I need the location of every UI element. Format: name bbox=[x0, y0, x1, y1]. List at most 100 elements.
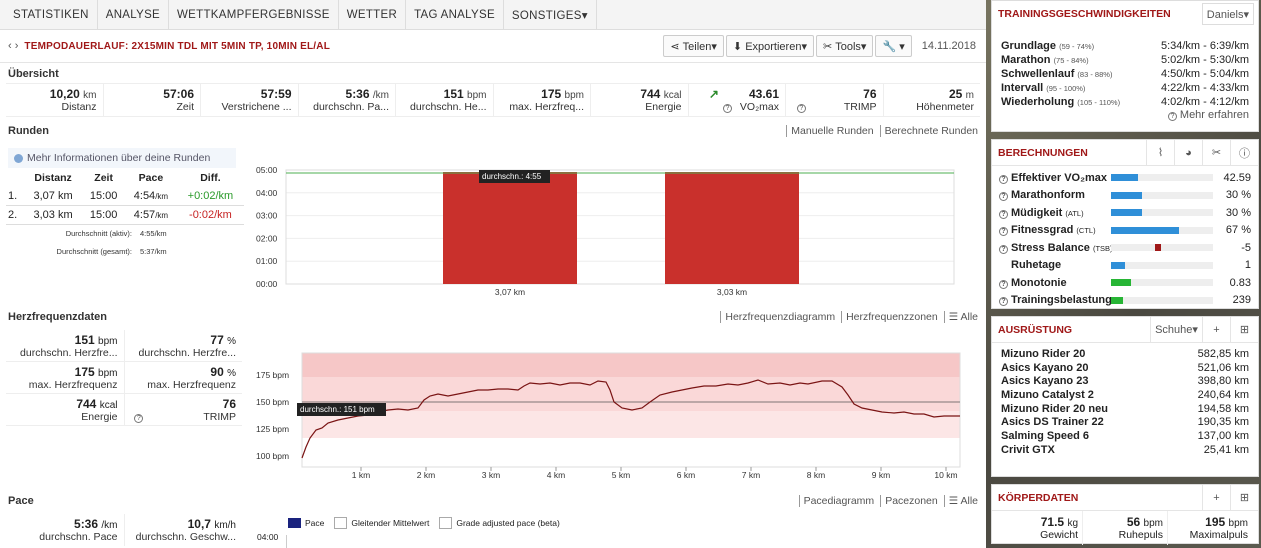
calc-bar bbox=[1111, 209, 1213, 217]
lap-bar-2[interactable] bbox=[665, 172, 799, 284]
top-navigation: STATISTIKEN ANALYSE WETTKAMPFERGEBNISSE WET… bbox=[0, 0, 986, 30]
gauge-icon[interactable]: ◕ bbox=[1174, 139, 1202, 166]
pace-diagram-link[interactable]: Pacediagramm bbox=[798, 495, 875, 507]
question-icon[interactable]: ? bbox=[999, 209, 1008, 219]
add-icon[interactable]: + bbox=[1202, 316, 1230, 343]
export-button[interactable]: ⬇ Exportieren▾ bbox=[725, 35, 814, 57]
pace-all-link[interactable]: ☰ Alle bbox=[943, 495, 978, 507]
hr-all-link[interactable]: ☰ Alle bbox=[943, 311, 978, 323]
hr-zones-link[interactable]: Herzfrequenzzonen bbox=[841, 311, 938, 323]
pace-links: Pacediagramm Pacezonen ☰ Alle bbox=[793, 495, 978, 507]
equipment-panel: AUSRÜSTUNG Schuhe▾ + ⊞ Mizuno Rider 20 58… bbox=[991, 316, 1259, 477]
equipment-item[interactable]: Mizuno Rider 20 582,85 km bbox=[1001, 348, 1249, 360]
table-row[interactable]: 1. 3,07 km 15:00 4:54/km +0:02/km bbox=[6, 187, 244, 206]
equipment-item[interactable]: Asics Kayano 20 521,06 km bbox=[1001, 361, 1249, 374]
laps-info-box[interactable]: Mehr Informationen über deine Runden bbox=[8, 148, 236, 168]
calculated-laps-link[interactable]: Berechnete Runden bbox=[879, 125, 978, 137]
hr-xtick: 1 km bbox=[352, 470, 370, 480]
hr-stat-cell: 77 % durchschn. Herzfre... bbox=[138, 333, 236, 359]
pace-zones-link[interactable]: Pacezonen bbox=[880, 495, 938, 507]
stat-cell: 5:36 /km durchschn. Pa... bbox=[299, 84, 396, 116]
stat-cell: 57:06 Zeit bbox=[104, 84, 201, 116]
calc-row[interactable]: ? Effektiver VO₂max 42.59 bbox=[992, 169, 1258, 187]
equipment-item[interactable]: Mizuno Catalyst 2 240,64 km bbox=[1001, 389, 1249, 402]
equipment-item[interactable]: Salming Speed 6 137,00 km bbox=[1001, 430, 1249, 443]
equipment-item[interactable]: Crivit GTX 25,41 km bbox=[1001, 443, 1249, 456]
lap-ytick: 01:00 bbox=[256, 256, 278, 266]
hr-ytick: 175 bpm bbox=[256, 370, 289, 380]
speed-method-select[interactable]: Daniels▾ bbox=[1201, 3, 1254, 25]
body-data-heading: KÖRPERDATEN bbox=[998, 491, 1079, 504]
hr-ytick: 125 bpm bbox=[256, 424, 289, 434]
speed-row[interactable]: Grundlage (59 - 74%) 5:34/km - 6:39/km bbox=[1001, 40, 1249, 52]
question-icon[interactable]: ? bbox=[796, 104, 806, 113]
gap-checkbox[interactable] bbox=[439, 517, 453, 529]
avg-total-row: Durchschnitt (gesamt): 5:37/km bbox=[56, 247, 167, 256]
speed-avg-cell: 10,7 km/h durchschn. Geschw... bbox=[135, 517, 236, 543]
calc-row[interactable]: ? Müdigkeit (ATL) 30 % bbox=[992, 204, 1258, 222]
laps-plot-frame bbox=[285, 169, 955, 285]
speed-row[interactable]: Marathon (75 - 84%) 5:02/km - 5:30/km bbox=[1001, 54, 1249, 66]
chart-icon[interactable]: ⌇ bbox=[1146, 139, 1174, 166]
equipment-item[interactable]: Mizuno Rider 20 neu 194,58 km bbox=[1001, 402, 1249, 415]
tools-icon: ✂ bbox=[822, 40, 836, 53]
stat-cell: 10,20 km Distanz bbox=[6, 84, 104, 116]
equipment-item[interactable]: Asics Kayano 23 398,80 km bbox=[1001, 375, 1249, 388]
table-icon[interactable]: ⊞ bbox=[1230, 484, 1258, 511]
stat-cell: 57:59 Verstrichene ... bbox=[201, 84, 299, 116]
question-icon[interactable]: ? bbox=[999, 297, 1008, 307]
main-content: STATISTIKEN ANALYSE WETTKAMPFERGEBNISSE WET… bbox=[0, 0, 986, 548]
calc-row[interactable]: Ruhetage 1 bbox=[1011, 259, 1251, 272]
lap-tooltip: durchschn.: 4:55 bbox=[482, 172, 542, 181]
learn-more-link[interactable]: ? Mehr erfahren bbox=[992, 109, 1258, 121]
hr-diagram-link[interactable]: Herzfrequenzdiagramm bbox=[720, 311, 836, 323]
manual-laps-link[interactable]: Manuelle Runden bbox=[786, 125, 874, 137]
question-icon[interactable]: ? bbox=[999, 279, 1008, 289]
speed-row[interactable]: Intervall (95 - 100%) 4:22/km - 4:33/km bbox=[1001, 82, 1249, 94]
hr-xtick: 9 km bbox=[872, 470, 890, 480]
hr-xtick: 8 km bbox=[807, 470, 825, 480]
calc-row[interactable]: ? Monotonie 0.83 bbox=[992, 274, 1258, 292]
nav-tab-2[interactable]: WETTKAMPFERGEBNISSE bbox=[169, 0, 339, 29]
hr-xtick: 7 km bbox=[742, 470, 760, 480]
question-icon[interactable]: ? bbox=[999, 227, 1008, 237]
calc-bar bbox=[1111, 174, 1213, 182]
question-icon[interactable]: ? bbox=[999, 174, 1008, 184]
laps-heading: Runden bbox=[8, 125, 49, 137]
equipment-item[interactable]: Asics DS Trainer 22 190,35 km bbox=[1001, 416, 1249, 429]
wrench-button[interactable]: 🔧 ▾ bbox=[875, 35, 912, 57]
lap-tooltip-bg bbox=[479, 170, 550, 183]
hr-series-line[interactable] bbox=[301, 379, 960, 459]
pace-legend-swatch[interactable] bbox=[288, 518, 301, 528]
question-icon[interactable]: ? bbox=[999, 244, 1008, 254]
tools-icon[interactable]: ✂ bbox=[1202, 139, 1230, 166]
speed-row[interactable]: Schwellenlauf (83 - 88%) 4:50/km - 5:04/k… bbox=[1001, 68, 1249, 80]
calc-row[interactable]: ? Fitnessgrad (CTL) 67 % bbox=[992, 222, 1258, 240]
equipment-type-select[interactable]: Schuhe▾ bbox=[1150, 316, 1202, 343]
add-icon[interactable]: + bbox=[1202, 484, 1230, 511]
trend-icon: ↗ bbox=[708, 87, 719, 101]
stat-cell: ↗ 43.61 ? VO₂max bbox=[689, 84, 786, 116]
nav-tab-1[interactable]: ANALYSE bbox=[98, 0, 170, 29]
avg-active-row: Durchschnitt (aktiv): 4:55/km bbox=[65, 229, 167, 238]
nav-tab-3[interactable]: WETTER bbox=[339, 0, 407, 29]
info-icon[interactable]: ⓘ bbox=[1230, 139, 1258, 166]
lap-bar-1[interactable] bbox=[443, 172, 577, 284]
question-icon[interactable]: ? bbox=[999, 192, 1008, 202]
question-icon[interactable]: ? bbox=[134, 414, 144, 423]
tools-button[interactable]: ✂ Tools▾ bbox=[815, 35, 874, 57]
nav-tab-5[interactable]: SONSTIGES▾ bbox=[504, 0, 597, 29]
nav-tab-4[interactable]: TAG ANALYSE bbox=[406, 0, 504, 29]
table-icon[interactable]: ⊞ bbox=[1230, 316, 1258, 343]
calc-row[interactable]: ? Marathonform 30 % bbox=[992, 187, 1258, 205]
back-chevron-icon[interactable]: ‹ › bbox=[8, 40, 19, 52]
nav-tab-0[interactable]: STATISTIKEN bbox=[5, 0, 98, 29]
question-icon[interactable]: ? bbox=[722, 104, 732, 113]
table-row[interactable]: 2. 3,03 km 15:00 4:57/km -0:02/km bbox=[6, 205, 244, 225]
lap-ytick: 03:00 bbox=[256, 211, 278, 221]
calc-row[interactable]: ? Stress Balance (TSB) -5 bbox=[992, 239, 1258, 257]
share-button[interactable]: ⋖ Teilen▾ bbox=[663, 35, 724, 57]
calc-row[interactable]: ? Trainingsbelastung 239 bbox=[992, 292, 1258, 310]
speed-row[interactable]: Wiederholung (105 - 110%) 4:02/km - 4:12/… bbox=[1001, 96, 1249, 108]
moving-avg-checkbox[interactable] bbox=[334, 517, 348, 529]
